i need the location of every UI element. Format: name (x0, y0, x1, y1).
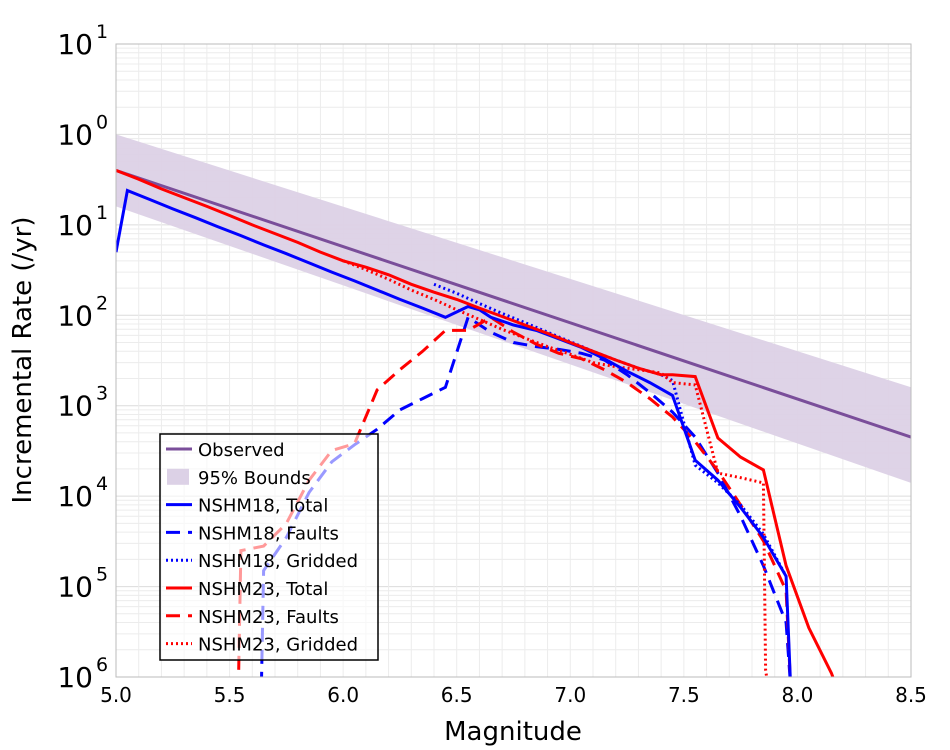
bounds-band (116, 134, 911, 483)
y-tick-exponent: 1 (96, 21, 108, 43)
x-tick-label: 7.5 (668, 683, 700, 707)
legend-label: NSHM23, Total (198, 579, 328, 600)
legend-swatch (167, 468, 189, 485)
y-tick-labels: 10 110 010 110 210 310 410 510 6 (57, 21, 108, 694)
legend-label: NSHM18, Faults (198, 523, 339, 544)
legend-label: NSHM18, Gridded (198, 551, 358, 572)
plot-frame (115, 43, 912, 678)
series-line-nshm18-total (116, 188, 792, 677)
x-tick-label: 5.5 (214, 683, 246, 707)
x-tick-label: 5.0 (100, 683, 132, 707)
y-tick-exponent: 2 (96, 292, 108, 314)
y-tick-exponent: 4 (96, 473, 108, 495)
legend-label: Observed (198, 440, 285, 461)
x-tick-label: 8.0 (782, 683, 814, 707)
y-tick-label: 10 (57, 390, 93, 423)
x-tick-label: 6.5 (441, 683, 473, 707)
legend-label: NSHM18, Total (198, 496, 328, 517)
y-tick-exponent: 5 (96, 564, 108, 586)
series-line-nshm23-total (116, 169, 835, 677)
y-tick-label: 10 (57, 118, 93, 151)
y-tick-label: 10 (57, 480, 93, 513)
y-tick-label: 10 (57, 209, 93, 242)
y-tick-label: 10 (57, 571, 93, 604)
y-tick-exponent: 1 (96, 202, 108, 224)
x-tick-labels: 5.0 5.5 6.0 6.5 7.0 7.5 8.0 8.5 (100, 683, 927, 707)
series-line-observed (116, 168, 911, 439)
x-axis-label: Magnitude (444, 717, 582, 747)
series-line-nshm23-faults (237, 315, 792, 677)
x-tick-label: 6.0 (327, 683, 359, 707)
y-tick-exponent: 6 (96, 654, 108, 676)
legend-label: NSHM23, Gridded (198, 635, 358, 656)
y-axis-label: Incremental Rate (/yr) (8, 217, 38, 504)
y-tick-label: 10 (57, 299, 93, 332)
y-tick-label: 10 (57, 28, 93, 61)
y-tick-exponent: 3 (96, 383, 108, 405)
y-tick-label: 10 (57, 661, 93, 694)
legend: Observed 95% Bounds NSHM18, Total NSHM18, F… (159, 433, 379, 661)
x-tick-label: 8.5 (895, 683, 927, 707)
series-line-nshm23-gridded (342, 259, 769, 677)
y-tick-exponent: 0 (96, 111, 108, 133)
legend-label: 95% Bounds (198, 468, 311, 489)
legend-label: NSHM23, Faults (198, 607, 339, 628)
x-tick-label: 7.0 (554, 683, 586, 707)
legend-box (159, 433, 379, 661)
confidence-band (116, 134, 911, 483)
